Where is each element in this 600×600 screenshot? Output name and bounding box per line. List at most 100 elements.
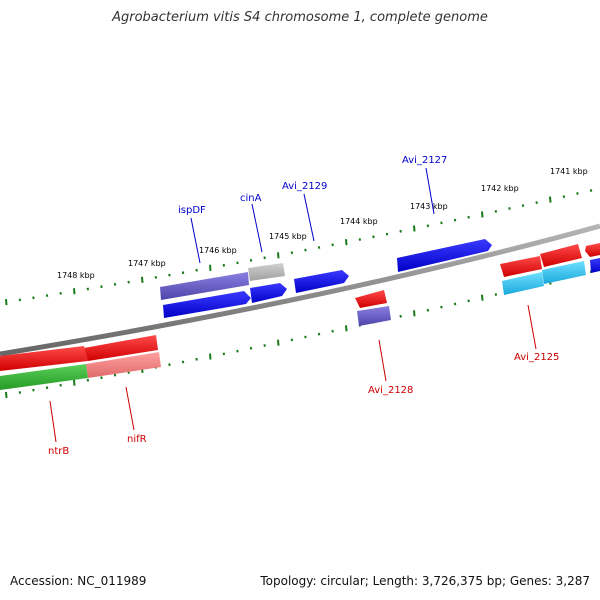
gene-label[interactable]: ispDF: [178, 205, 206, 216]
ruler-tick: [100, 376, 103, 380]
gene-arrow[interactable]: [357, 306, 391, 326]
ruler-label: 1745 kbp: [269, 232, 307, 241]
label-leaders: [49, 167, 537, 443]
ruler-tick: [453, 302, 457, 306]
ruler-tick: [494, 293, 498, 296]
ruler-tick: [222, 352, 226, 356]
ruler-tick: [59, 383, 62, 387]
ruler-tick: [426, 224, 430, 228]
ruler-tick: [277, 339, 280, 346]
gene-arrow[interactable]: [294, 270, 349, 293]
ruler-tick: [277, 252, 280, 259]
gene-arrow[interactable]: [355, 290, 387, 308]
gene-label[interactable]: Avi_2127: [402, 155, 447, 166]
ruler-tick: [317, 246, 321, 249]
ruler-tick: [222, 263, 226, 267]
ruler-tick: [18, 298, 22, 302]
gene-arrow[interactable]: [397, 239, 492, 272]
ruler-tick: [154, 275, 158, 279]
ruler-label: 1741 kbp: [550, 167, 588, 176]
ruler-tick: [317, 332, 321, 336]
gene-label[interactable]: cinA: [240, 193, 262, 204]
ruler-tick: [32, 388, 35, 392]
ruler-tick: [521, 204, 525, 208]
ruler-label: 1743 kbp: [410, 202, 448, 211]
ruler-tick: [181, 360, 185, 364]
ruler-tick: [385, 232, 389, 236]
gene-label[interactable]: Avi_2129: [282, 181, 327, 192]
ruler-tick: [345, 239, 348, 246]
ruler-tick: [73, 379, 76, 386]
gene-arrow[interactable]: [0, 346, 88, 371]
gene-arrow[interactable]: [500, 256, 542, 277]
ruler-tick: [209, 353, 212, 360]
chromosome-backbone: [0, 223, 600, 357]
gene-arrow[interactable]: [86, 352, 161, 378]
ruler-tick: [549, 196, 552, 203]
ruler-tick: [290, 251, 294, 255]
ruler-label: 1746 kbp: [199, 246, 237, 255]
ruler-tick: [5, 391, 8, 398]
ruler-tick: [440, 221, 443, 225]
gene-arrow[interactable]: [585, 243, 600, 257]
ruler-outer-ticks: [5, 189, 593, 306]
ruler-tick: [562, 195, 566, 199]
ruler-tick: [86, 287, 90, 291]
ruler-tick: [372, 235, 375, 239]
gene-arrow[interactable]: [542, 261, 586, 284]
ruler-tick: [5, 299, 8, 306]
gene-label[interactable]: nifR: [127, 434, 147, 445]
gene-arrow[interactable]: [502, 272, 544, 295]
ruler-tick: [358, 238, 362, 241]
gene-arrow[interactable]: [84, 335, 158, 361]
ruler-tick: [249, 346, 253, 350]
ruler-label: 1744 kbp: [340, 217, 378, 226]
ruler-tick: [113, 373, 117, 377]
ruler-tick: [345, 325, 348, 332]
genome-summary-text: Topology: circular; Length: 3,726,375 bp…: [260, 574, 590, 588]
ruler-tick: [45, 294, 49, 298]
ruler-tick: [481, 211, 484, 218]
gene-arrow[interactable]: [590, 258, 600, 273]
ruler-tick: [453, 218, 457, 222]
ruler-tick: [331, 329, 334, 333]
gene-arrow[interactable]: [163, 291, 251, 318]
ruler-tick: [168, 363, 171, 367]
ruler-tick: [59, 291, 62, 295]
ruler-tick: [195, 357, 198, 361]
ruler-tick: [508, 207, 511, 210]
gene-label[interactable]: ntrB: [48, 446, 69, 457]
ruler-tick: [18, 391, 22, 394]
ruler-tick: [236, 261, 239, 265]
ruler-tick: [426, 308, 430, 312]
ruler-tick: [481, 294, 484, 301]
gene-label[interactable]: Avi_2125: [514, 352, 559, 363]
ruler-label: 1742 kbp: [481, 184, 519, 193]
ruler-tick: [440, 305, 443, 309]
ruler-tick: [399, 314, 402, 318]
ruler-tick: [304, 248, 307, 252]
map-title: Agrobacterium vitis S4 chromosome 1, com…: [112, 10, 488, 25]
ruler-tick: [86, 378, 90, 382]
ruler-tick: [209, 264, 212, 271]
ruler-tick: [127, 280, 130, 284]
ruler-tick: [263, 344, 266, 347]
ruler-tick: [113, 282, 117, 286]
ruler-tick: [467, 299, 470, 303]
ruler-tick: [413, 225, 416, 232]
ruler-label: 1747 kbp: [128, 259, 166, 268]
ruler-tick: [399, 229, 402, 233]
ruler-tick: [100, 285, 103, 289]
ruler-tick: [290, 338, 294, 342]
ruler-label: 1748 kbp: [57, 271, 95, 280]
gene-arrow[interactable]: [0, 364, 88, 390]
gene-arrow[interactable]: [540, 244, 582, 267]
ruler-tick: [32, 296, 35, 300]
ruler-tick: [467, 215, 470, 219]
gene-arrow[interactable]: [160, 272, 249, 300]
ruler-tick: [45, 386, 49, 390]
ruler-tick: [494, 209, 498, 213]
gene-arrow[interactable]: [250, 283, 287, 303]
gene-arrow[interactable]: [248, 263, 285, 281]
gene-label[interactable]: Avi_2128: [368, 385, 413, 396]
